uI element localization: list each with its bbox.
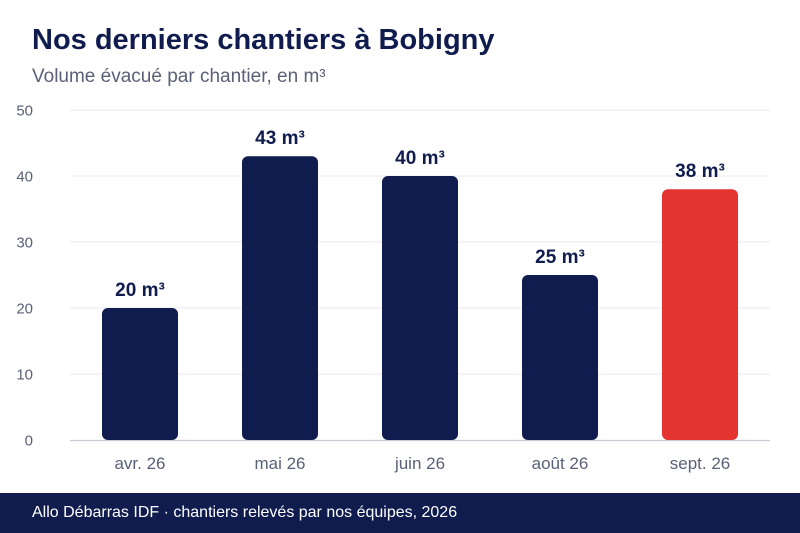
x-tick-label: août 26	[532, 454, 589, 473]
data-label: 38 m³	[675, 161, 725, 182]
data-label: 20 m³	[115, 280, 165, 301]
bar-1	[102, 308, 178, 440]
x-tick-label: juin 26	[394, 454, 445, 473]
y-tick-label: 50	[16, 103, 33, 120]
bar-chart: 0 10 20 30 40 50 20 m³ avr. 26 43 m³ mai 26 40 m³ j…	[16, 103, 770, 473]
y-tick-label: 0	[25, 433, 33, 450]
bar-5	[662, 189, 738, 440]
bar-2	[242, 156, 318, 440]
bar-4	[522, 275, 598, 440]
y-tick-label: 30	[16, 235, 33, 252]
x-tick-label: sept. 26	[670, 454, 731, 473]
data-label: 25 m³	[535, 247, 585, 268]
data-label: 40 m³	[395, 148, 445, 169]
y-tick-label: 20	[16, 301, 33, 318]
data-label: 43 m³	[255, 128, 305, 149]
footer-bar: Allo Débarras IDF · chantiers relevés pa…	[0, 493, 800, 533]
footer-source: Allo Débarras IDF · chantiers relevés pa…	[32, 504, 458, 521]
x-tick-label: avr. 26	[114, 454, 165, 473]
bar-3	[382, 176, 458, 440]
y-tick-label: 10	[16, 367, 33, 384]
chart-title: Nos derniers chantiers à Bobigny	[32, 24, 495, 56]
chart-subtitle: Volume évacué par chantier, en m³	[32, 66, 326, 87]
x-tick-label: mai 26	[254, 454, 305, 473]
y-tick-label: 40	[16, 169, 33, 186]
